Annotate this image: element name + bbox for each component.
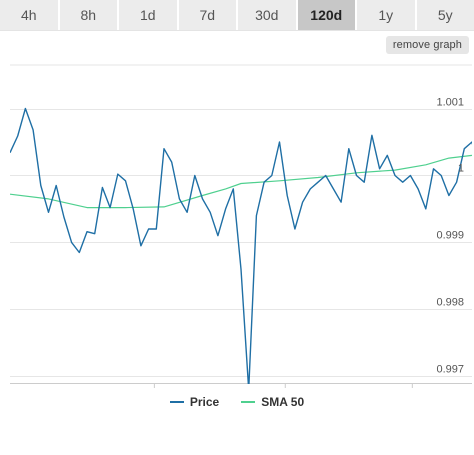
tab-4h[interactable]: 4h — [0, 0, 60, 30]
tab-30d[interactable]: 30d — [238, 0, 298, 30]
legend-label-price: Price — [189, 395, 220, 409]
y-tick-label: 0.999 — [436, 230, 464, 242]
x-axis: Sep '25Oct '25Nov '25 — [10, 383, 472, 388]
chart-grid — [10, 64, 472, 377]
y-tick-label: 0.997 — [436, 364, 464, 376]
tab-1y[interactable]: 1y — [357, 0, 417, 30]
tab-8h[interactable]: 8h — [59, 0, 119, 30]
legend-item-price[interactable]: Price — [169, 395, 220, 409]
legend-item-sma[interactable]: SMA 50 — [241, 395, 304, 409]
y-axis: 1.001 1 0.999 0.998 0.997 — [436, 97, 464, 376]
tab-1d[interactable]: 1d — [119, 0, 179, 30]
tab-7d[interactable]: 7d — [178, 0, 238, 30]
price-line-swatch-icon — [169, 401, 184, 403]
chart-series — [10, 107, 472, 384]
legend-label-sma: SMA 50 — [261, 395, 305, 409]
tab-5y[interactable]: 5y — [416, 0, 474, 30]
price-line — [10, 107, 472, 384]
y-tick-label: 1 — [458, 163, 464, 175]
y-tick-label: 0.998 — [436, 297, 464, 309]
y-tick-label: 1.001 — [436, 97, 464, 109]
remove-graph-button[interactable]: remove graph — [385, 36, 469, 54]
sma-line-swatch-icon — [241, 401, 256, 403]
tab-120d[interactable]: 120d — [297, 0, 357, 30]
sma-50-line — [10, 154, 472, 209]
price-chart: Sep '25Oct '25Nov '25 1.001 1 0.999 0.998 0.… — [10, 64, 472, 388]
chart-legend: Price SMA 50 — [0, 392, 474, 412]
timeframe-tabs: 4h 8h 1d 7d 30d 120d 1y 5y — [0, 0, 474, 31]
